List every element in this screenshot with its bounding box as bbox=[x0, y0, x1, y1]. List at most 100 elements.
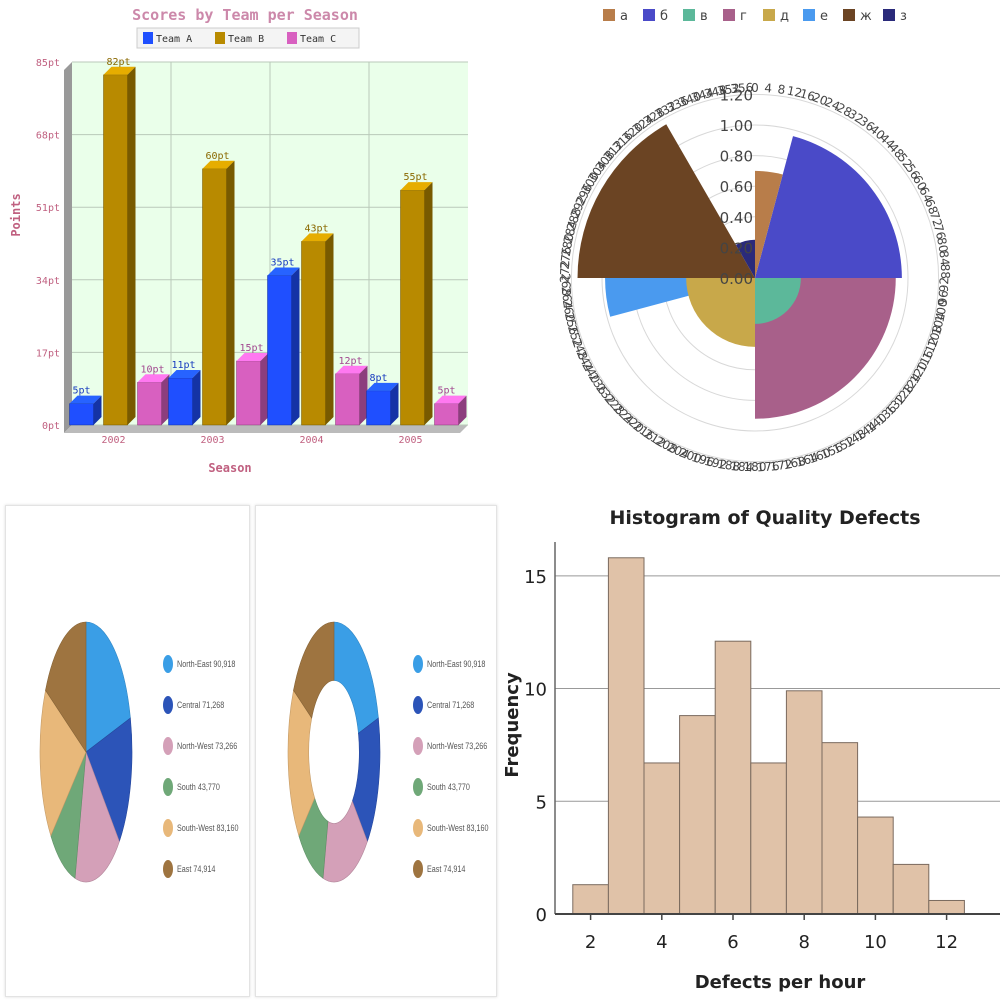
legend-label: North-East 90,918 bbox=[177, 659, 236, 669]
histogram-svg: Histogram of Quality Defects 0 5 10 15 2 4 6 8 1… bbox=[502, 507, 1000, 993]
pie-slice bbox=[45, 621, 87, 754]
histogram-bar bbox=[928, 899, 965, 915]
radial-tick-label: 0.40 bbox=[720, 209, 753, 227]
angular-tick-label: 32 bbox=[846, 107, 866, 127]
bar-value-label: 5pt bbox=[438, 386, 456, 397]
x-tick-label: 2004 bbox=[299, 435, 323, 446]
histogram-y-tick-label: 15 bbox=[524, 567, 547, 588]
angular-tick-label: 276 bbox=[558, 246, 574, 270]
angular-tick-label: 188 bbox=[716, 457, 741, 474]
bar-side bbox=[161, 374, 170, 425]
angular-tick-label: 16 bbox=[798, 86, 817, 104]
histogram-bar bbox=[714, 640, 752, 915]
bar-value-label: 5pt bbox=[73, 386, 91, 397]
bar-top bbox=[137, 374, 170, 383]
radial-tick-label: 0.80 bbox=[720, 148, 753, 166]
angular-tick-label: 252 bbox=[565, 323, 585, 349]
angular-tick-label: 108 bbox=[925, 323, 945, 349]
histogram-bar bbox=[750, 762, 787, 915]
pie-slice bbox=[39, 689, 87, 837]
bar-value-label: 35pt bbox=[271, 258, 295, 269]
legend-color-dot bbox=[163, 696, 173, 714]
angular-tick-label: 72 bbox=[927, 210, 945, 229]
bar-value-label: 10pt bbox=[141, 364, 165, 375]
bar-front bbox=[137, 382, 162, 426]
radial-tick-label: 0.20 bbox=[720, 239, 753, 257]
angular-tick-label: 60 bbox=[910, 173, 930, 193]
legend-item: East 74,914 bbox=[413, 859, 475, 879]
angular-tick-label: 348 bbox=[703, 83, 728, 101]
histogram-bar bbox=[857, 816, 894, 915]
bar-value-label: 15pt bbox=[240, 343, 264, 354]
angular-tick-label: 20 bbox=[810, 90, 829, 108]
angular-tick-label: 180 bbox=[744, 460, 767, 474]
y-tick-label: 85pt bbox=[36, 58, 60, 69]
angular-tick-label: 264 bbox=[559, 286, 575, 310]
bar-top bbox=[366, 382, 399, 391]
angular-tick-label: 256 bbox=[562, 311, 581, 337]
histogram-x-tick-label: 12 bbox=[935, 932, 958, 953]
radial-tick-label: 0.00 bbox=[720, 270, 753, 288]
bar-front bbox=[236, 360, 261, 426]
legend-label: Central 71,268 bbox=[427, 700, 475, 710]
y-tick-label: 0pt bbox=[42, 421, 60, 432]
legend-label: Central 71,268 bbox=[177, 700, 225, 710]
legend-item: South 43,770 bbox=[413, 777, 481, 797]
legend-item: Central 71,268 bbox=[413, 695, 486, 715]
legend-color-dot bbox=[413, 737, 423, 755]
legend-color-dot bbox=[163, 860, 173, 878]
bar-top bbox=[168, 370, 201, 379]
legend-label: East 74,914 bbox=[427, 864, 466, 874]
bar-value-label: 11pt bbox=[172, 360, 196, 371]
histogram-y-tick-label: 5 bbox=[536, 792, 547, 813]
bar-front bbox=[335, 373, 360, 426]
angular-tick-label: 64 bbox=[916, 185, 935, 205]
angular-tick-label: 284 bbox=[561, 219, 580, 245]
bar-front bbox=[267, 275, 292, 426]
bar-top bbox=[434, 395, 467, 404]
bar-front bbox=[400, 189, 425, 426]
bar-value-label: 60pt bbox=[206, 151, 230, 162]
histogram-bar bbox=[821, 742, 859, 915]
histogram-bar bbox=[607, 557, 645, 915]
angular-tick-label: 260 bbox=[560, 298, 578, 323]
angular-tick-label: 168 bbox=[782, 454, 807, 472]
radial-tick-label: 1.20 bbox=[720, 86, 753, 104]
region-pie-svg bbox=[39, 621, 133, 883]
bar-front bbox=[202, 168, 227, 426]
polar-sector bbox=[577, 124, 755, 278]
bar-side bbox=[192, 370, 201, 425]
angular-tick-label: 80 bbox=[934, 236, 950, 253]
legend-color-dot bbox=[413, 696, 423, 714]
legend-color-dot bbox=[163, 655, 173, 673]
bar-value-label: 12pt bbox=[339, 356, 363, 367]
region-donut-svg bbox=[287, 621, 381, 883]
legend-label: South-West 83,160 bbox=[177, 823, 239, 833]
histogram-x-axis-label: Defects per hour bbox=[695, 972, 866, 993]
histogram-bar bbox=[643, 762, 681, 915]
polar-sector bbox=[755, 278, 801, 324]
polar-sector bbox=[755, 170, 783, 278]
angular-tick-label: 84 bbox=[936, 250, 952, 267]
polar-sector bbox=[755, 136, 902, 278]
legend-label: East 74,914 bbox=[177, 864, 216, 874]
bar-front bbox=[69, 403, 94, 426]
legend-item: South-West 83,160 bbox=[163, 818, 254, 838]
bar-value-label: 8pt bbox=[370, 373, 388, 384]
angular-tick-label: 164 bbox=[794, 450, 820, 470]
angular-tick-label: 272 bbox=[558, 260, 573, 283]
y-tick-label: 34pt bbox=[36, 276, 60, 287]
bar-side bbox=[325, 233, 334, 425]
angular-tick-label: 352 bbox=[716, 81, 741, 98]
legend-item: North-East 90,918 bbox=[413, 654, 500, 674]
polar-chart-legend: а б в г д е ж з bbox=[603, 9, 907, 24]
bar-side bbox=[359, 365, 368, 425]
legend-color-dot bbox=[163, 778, 173, 796]
legend-label: South-West 83,160 bbox=[427, 823, 489, 833]
histogram-x-tick-label: 6 bbox=[727, 932, 738, 953]
bar-value-label: 82pt bbox=[107, 57, 131, 68]
histogram-x-tick-label: 4 bbox=[656, 932, 667, 953]
legend-color-dot bbox=[163, 737, 173, 755]
